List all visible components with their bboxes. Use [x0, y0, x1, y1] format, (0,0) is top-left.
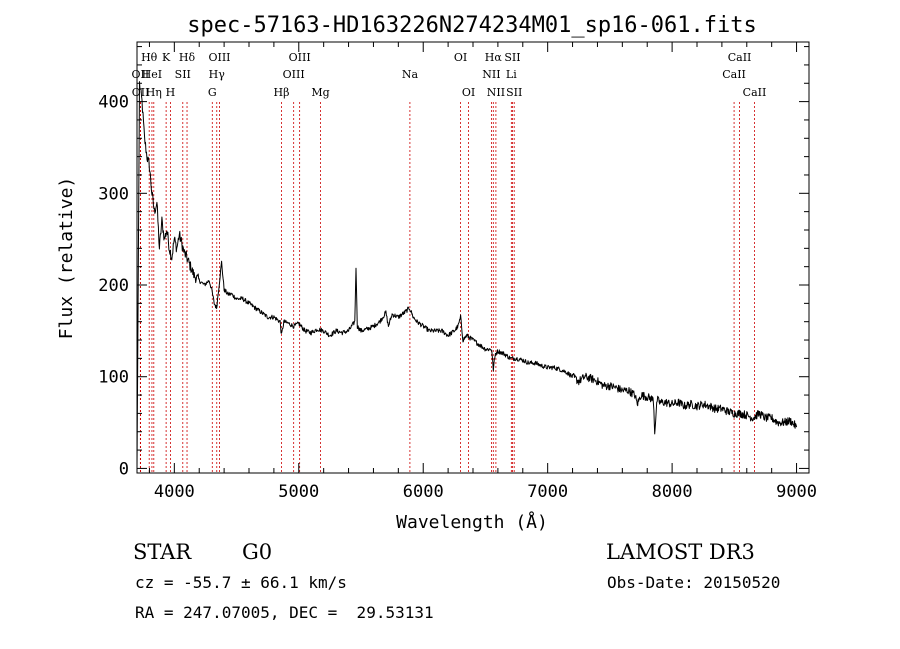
x-tick-label: 4000 [154, 482, 195, 502]
object-subclass: G0 [242, 540, 273, 564]
spectral-line-label: HeI [142, 68, 162, 81]
y-tick-label: 300 [98, 184, 129, 204]
y-tick-label: 100 [98, 368, 129, 388]
y-axis-label: Flux (relative) [56, 177, 77, 340]
x-axis-label: Wavelength (Å) [396, 511, 548, 533]
spectral-line-label: OII [132, 68, 150, 81]
y-tick-label: 200 [98, 276, 129, 296]
object-class: STAR [133, 540, 192, 564]
spectral-line-label: OIII [208, 51, 230, 64]
spectral-line-label: Hη [146, 86, 162, 99]
spectral-line-label: NII [487, 86, 505, 99]
x-tick-label: 5000 [278, 482, 319, 502]
obs-date: Obs-Date: 20150520 [607, 573, 781, 592]
spectral-line-label: NII [482, 68, 500, 81]
flux-series [136, 81, 798, 469]
redshift-value: cz = -55.7 ± 66.1 km/s [135, 573, 347, 592]
x-tick-label: 6000 [403, 482, 444, 502]
x-tick-label: 7000 [527, 482, 568, 502]
spectral-line-label: G [208, 86, 217, 99]
spectral-line-label: CaII [743, 86, 767, 99]
flux-line [136, 81, 798, 469]
x-tick-label: 8000 [652, 482, 693, 502]
spectral-line-label: Hδ [179, 51, 196, 64]
x-tick-label: 9000 [776, 482, 817, 502]
spectral-line-label: Hβ [274, 86, 290, 99]
spectral-line-label: OI [462, 86, 475, 99]
spectral-line-label: K [162, 51, 171, 64]
y-tick-label: 400 [98, 93, 129, 113]
spectral-line-label: Hγ [209, 68, 226, 81]
spectral-line-label: SII [506, 86, 522, 99]
spectral-line-label: OIII [289, 51, 311, 64]
spectral-line-label: Hθ [141, 51, 158, 64]
spectral-line-labels: OII OII Hθ HeI Hη K SII H Hδ OIII Hγ G Hβ OIII OIII Mg N… [132, 51, 767, 99]
spectral-line-label: Hα [485, 51, 503, 64]
spectral-line-label: CaII [722, 68, 746, 81]
spectral-line-label: OII [132, 86, 150, 99]
coordinates: RA = 247.07005, DEC = 29.53131 [135, 603, 434, 622]
spectral-line-label: SII [175, 68, 191, 81]
spectral-line-label: Na [402, 68, 419, 81]
survey-name: LAMOST DR3 [606, 540, 755, 564]
spectral-line-label: OI [454, 51, 467, 64]
y-tick-label: 0 [119, 459, 129, 479]
chart-title: spec-57163-HD163226N274234M01_sp16-061.f… [187, 13, 757, 38]
spectral-line-label: OIII [283, 68, 305, 81]
spectral-line-label: H [166, 86, 176, 99]
spectral-line-label: CaII [728, 51, 752, 64]
spectral-line-label: Li [506, 68, 517, 81]
spectral-line-label: Mg [311, 86, 329, 99]
axis-ticks: 4000 5000 6000 7000 8000 9000 0 100 200 300 400 [98, 42, 817, 502]
spectral-line-markers [139, 102, 755, 473]
spectral-line-label: SII [504, 51, 520, 64]
